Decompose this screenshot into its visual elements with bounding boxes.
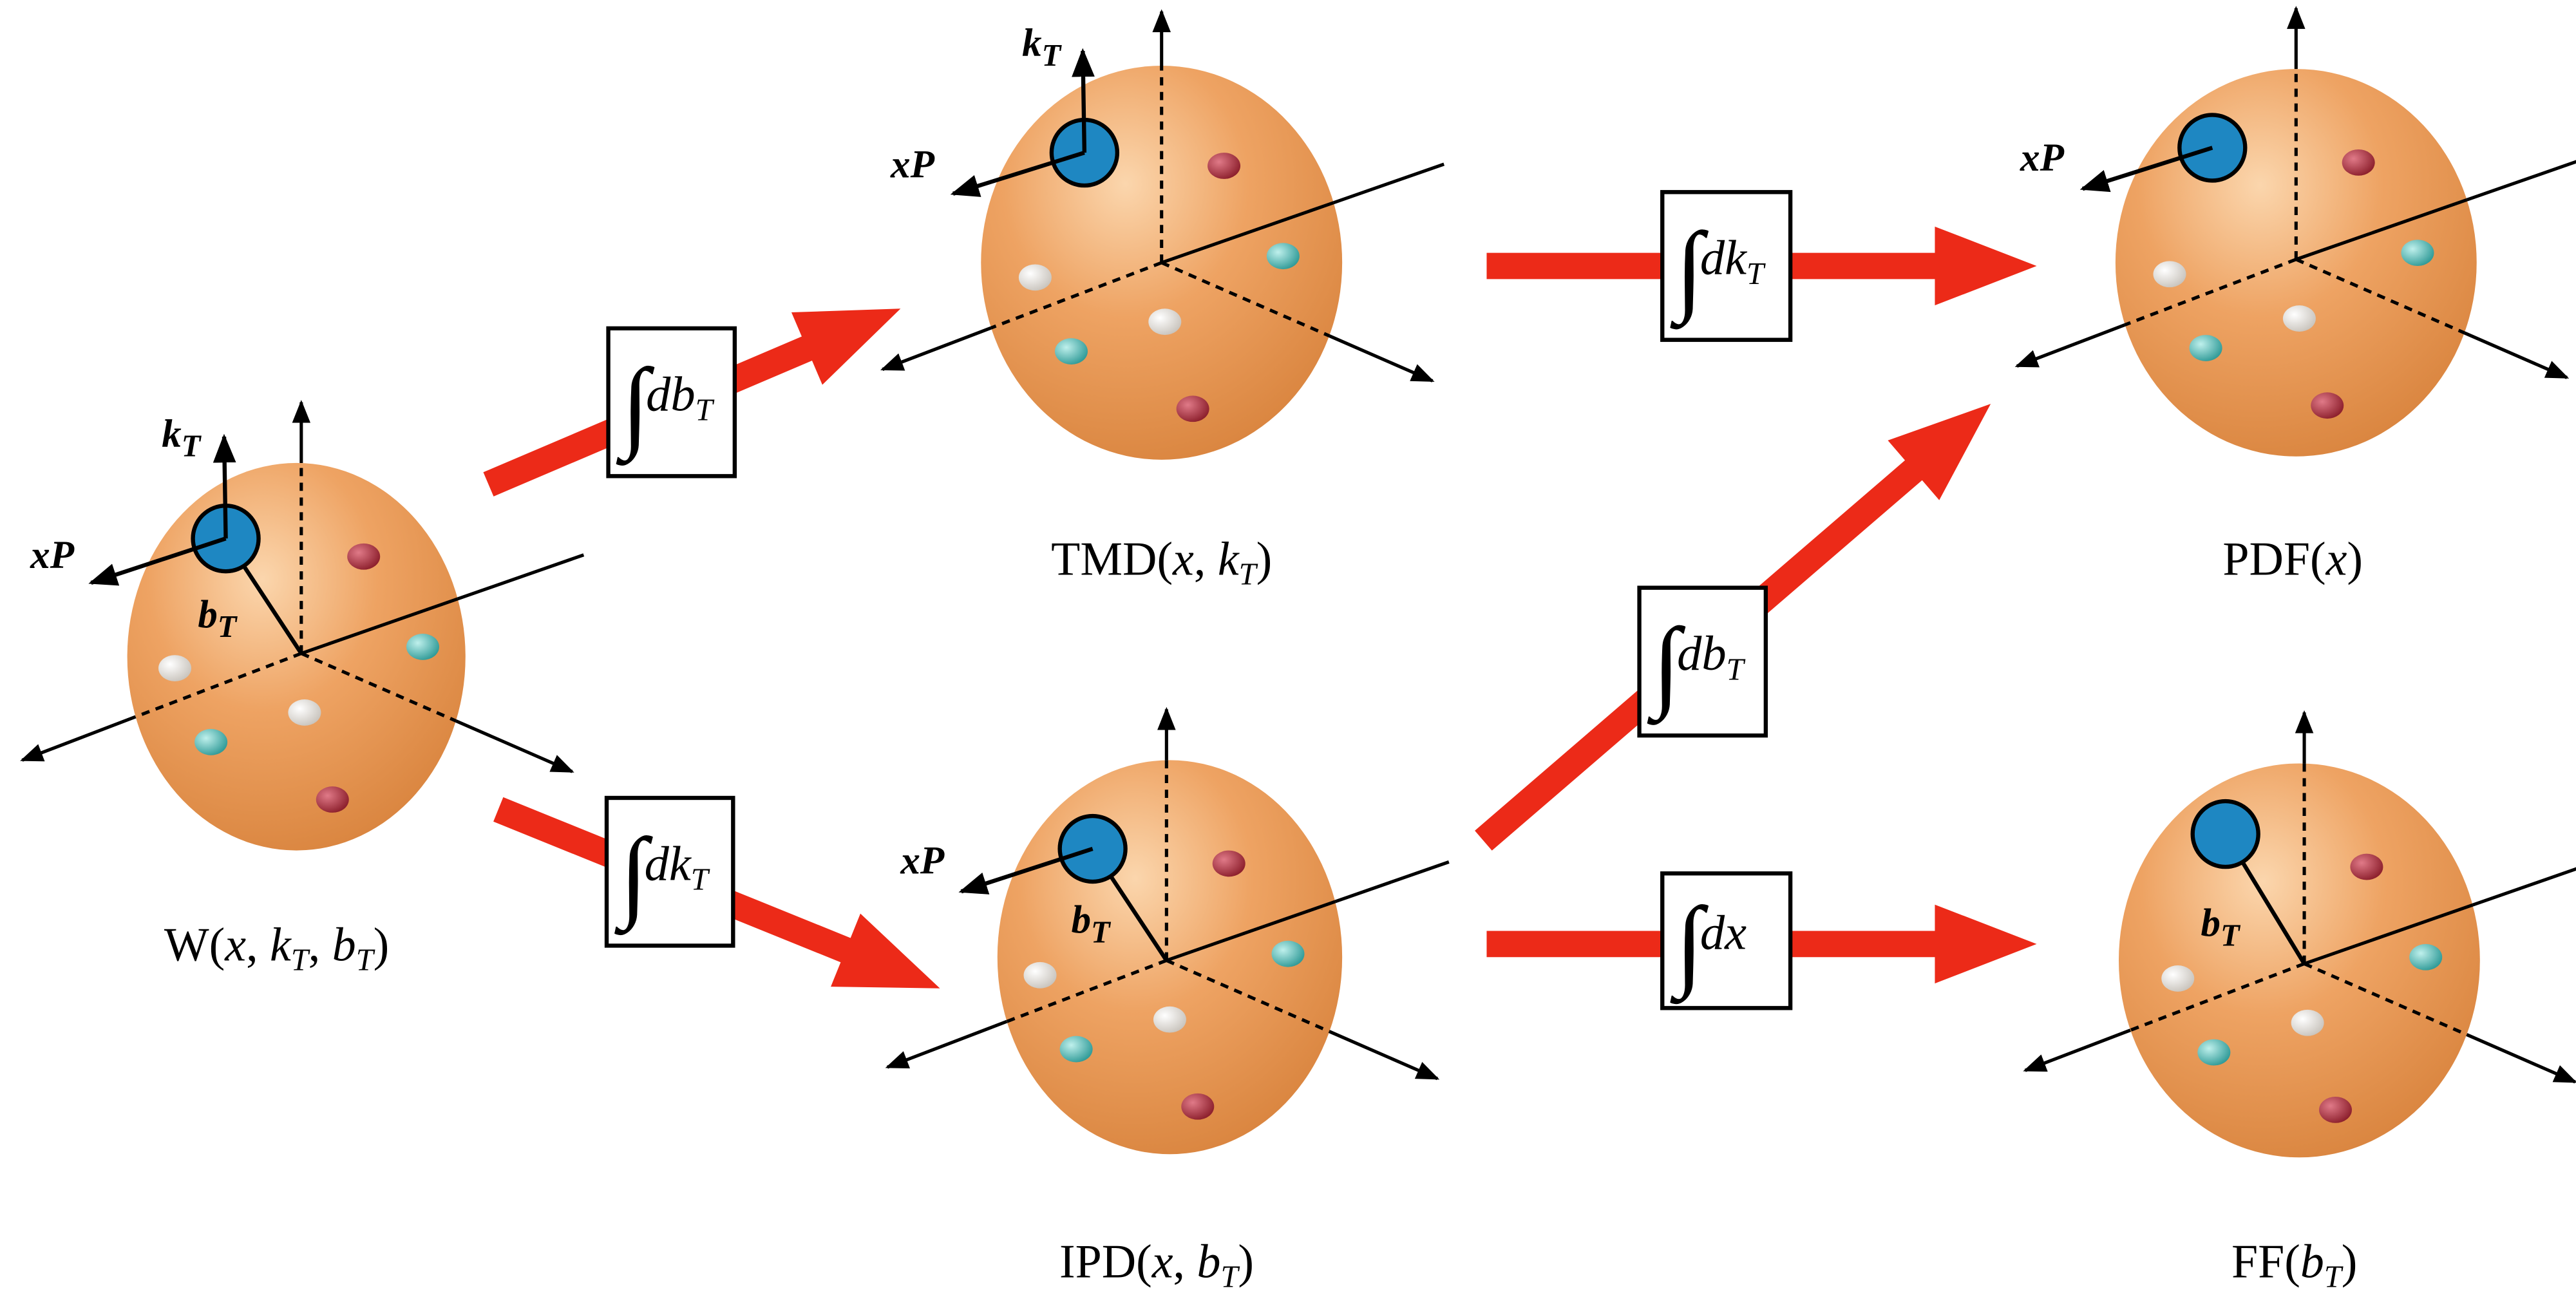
axis-outer (2473, 866, 2576, 905)
axis-outer (1329, 336, 1432, 381)
proton (882, 12, 1444, 460)
proton (2025, 712, 2576, 1157)
axis-outer (2467, 1035, 2575, 1083)
axis-outer (1329, 1032, 1437, 1079)
axis-outer (456, 721, 573, 772)
parton (1267, 243, 1300, 269)
parton (288, 699, 321, 726)
axis-outer (2017, 325, 2125, 366)
diagram: W(x, kT, bT) TMD(x, kT) PDF(x) IPD(x, bT… (0, 0, 2576, 1297)
parton (2401, 240, 2434, 266)
proton (2017, 8, 2576, 457)
parton (2190, 335, 2222, 361)
axis-label: xP (900, 838, 945, 882)
shapes (22, 8, 2576, 1158)
edge-label: ∫dx (1662, 873, 1790, 1008)
parton (1272, 941, 1305, 967)
node-label: FF(bT) (2231, 1235, 2357, 1294)
parton (1181, 1093, 1214, 1120)
parton (1153, 1007, 1186, 1033)
axis-outer (2467, 161, 2576, 200)
parton (1055, 338, 1088, 364)
kT-vector (224, 437, 226, 538)
parton (2283, 305, 2316, 332)
page: {"diagram": { "nodes": [ {"label": ["W("… (0, 0, 2576, 1297)
parton (347, 544, 380, 570)
axis-outer (22, 717, 135, 760)
parton (2197, 1039, 2230, 1066)
active-parton (2193, 801, 2259, 867)
node-label: IPD(x, bT) (1059, 1235, 1254, 1294)
parton (1177, 395, 1209, 422)
parton (2409, 944, 2442, 970)
axis-label: kT (162, 412, 202, 463)
edge-label: ∫dkT (1662, 192, 1790, 339)
edge-label: ∫dbT (1640, 588, 1766, 735)
axis-label: xP (2020, 136, 2065, 180)
parton (2154, 261, 2186, 287)
parton (2342, 149, 2375, 176)
parton (1019, 264, 1052, 290)
axis-outer (2465, 333, 2567, 377)
node-label: TMD(x, kT) (1051, 532, 1272, 591)
parton (2319, 1097, 2352, 1123)
parton (1208, 153, 1240, 179)
edge-label: ∫dkT (607, 798, 733, 945)
axis-outer (1334, 164, 1444, 203)
kT-vector (1083, 51, 1084, 153)
axis-outer (458, 555, 584, 599)
node-label: PDF(x) (2222, 532, 2363, 585)
axis-outer (2025, 1030, 2130, 1071)
axis-label: kT (1022, 21, 1063, 73)
parton (158, 655, 191, 681)
axis-label: xP (890, 142, 935, 186)
parton (1060, 1036, 1093, 1063)
axis-outer (1335, 862, 1449, 902)
parton (2161, 965, 2194, 992)
parton (316, 786, 349, 813)
axis-label: xP (30, 533, 75, 577)
parton (2311, 392, 2344, 419)
parton (1148, 308, 1181, 335)
parton (1024, 962, 1057, 989)
axis-outer (887, 1021, 1007, 1067)
active-parton (1060, 816, 1126, 882)
axis-outer (882, 328, 991, 370)
parton (406, 634, 439, 660)
proton (887, 709, 1449, 1154)
parton (2350, 854, 2383, 880)
edge-label: ∫dbT (609, 328, 735, 476)
node-label: W(x, kT, bT) (164, 918, 389, 977)
parton (194, 729, 227, 755)
parton (2291, 1010, 2324, 1036)
parton (1213, 851, 1245, 877)
